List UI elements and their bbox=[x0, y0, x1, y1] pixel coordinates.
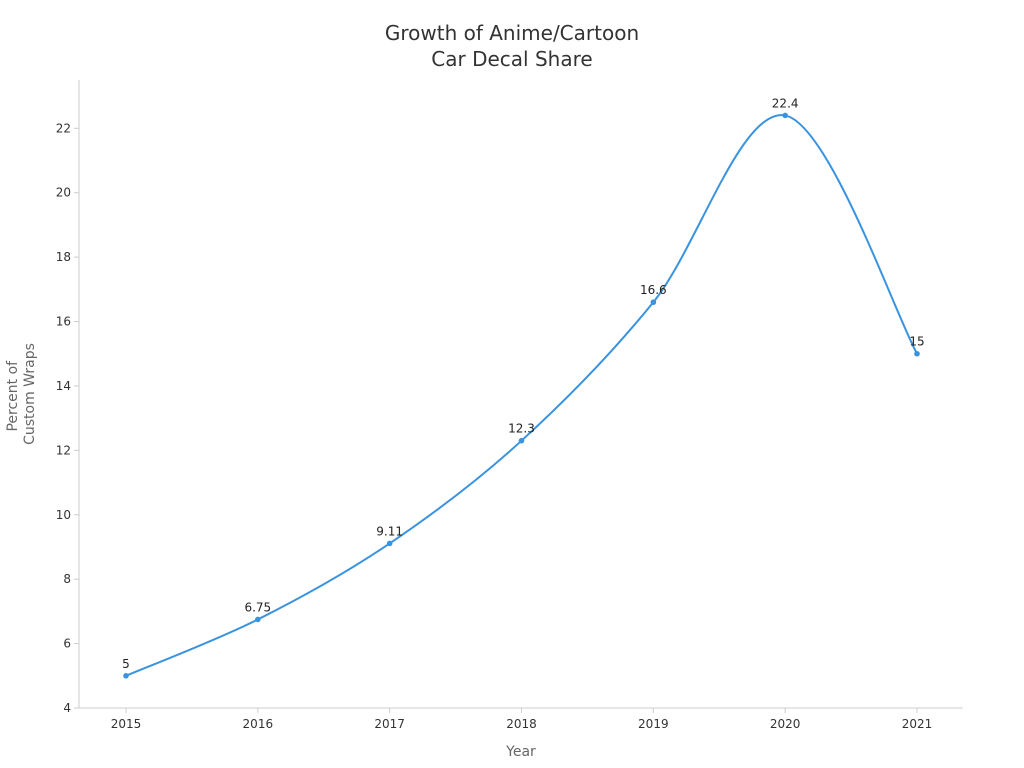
y-tick-label: 14 bbox=[56, 379, 71, 393]
data-point bbox=[123, 672, 129, 679]
y-tick-label: 12 bbox=[56, 443, 71, 457]
y-tick-label: 8 bbox=[63, 572, 71, 586]
chart-title-line-1: Growth of Anime/Cartoon bbox=[384, 21, 640, 45]
y-axis-title-line-1: Percent of bbox=[5, 360, 21, 432]
chart-title-line-2: Car Decal Share bbox=[431, 47, 593, 71]
y-axis-title: Percent of Custom Wraps bbox=[5, 343, 38, 445]
x-tick-label: 2019 bbox=[638, 717, 669, 731]
y-ticks: 4 6 8 10 12 14 16 18 20 22 bbox=[56, 121, 79, 715]
y-tick-label: 16 bbox=[56, 315, 71, 329]
data-label: 12.3 bbox=[508, 422, 535, 436]
data-label: 6.75 bbox=[244, 600, 271, 614]
data-label: 5 bbox=[122, 657, 130, 671]
data-label: 9.11 bbox=[376, 524, 403, 538]
data-point bbox=[650, 299, 657, 306]
chart-title: Growth of Anime/Cartoon Car Decal Share bbox=[0, 20, 1024, 72]
y-tick-label: 20 bbox=[56, 186, 71, 200]
data-label: 15 bbox=[909, 335, 924, 349]
x-tick-label: 2016 bbox=[243, 717, 274, 731]
y-tick-label: 10 bbox=[56, 508, 71, 522]
data-point bbox=[255, 616, 261, 623]
x-tick-label: 2020 bbox=[770, 717, 801, 731]
x-tick-label: 2017 bbox=[374, 717, 405, 731]
y-tick-label: 22 bbox=[56, 121, 71, 135]
x-tick-label: 2018 bbox=[506, 717, 537, 731]
x-axis-title: Year bbox=[505, 744, 536, 760]
data-label: 22.4 bbox=[772, 96, 799, 110]
y-tick-label: 18 bbox=[56, 250, 71, 264]
series-line bbox=[125, 114, 918, 677]
data-labels: 5 6.75 9.11 12.3 16.6 22.4 15 bbox=[122, 96, 924, 670]
data-point bbox=[518, 437, 525, 444]
data-point bbox=[386, 540, 393, 547]
y-tick-label: 4 bbox=[63, 701, 71, 715]
x-ticks: 2015 2016 2017 2018 2019 2020 2021 bbox=[111, 708, 933, 731]
data-label: 16.6 bbox=[640, 283, 667, 297]
y-tick-label: 6 bbox=[63, 637, 71, 651]
x-tick-label: 2015 bbox=[111, 717, 142, 731]
x-tick-label: 2021 bbox=[902, 717, 933, 731]
data-point bbox=[914, 350, 920, 357]
y-axis-title-line-2: Custom Wraps bbox=[22, 343, 38, 445]
data-points bbox=[123, 112, 920, 679]
data-point bbox=[782, 112, 788, 119]
